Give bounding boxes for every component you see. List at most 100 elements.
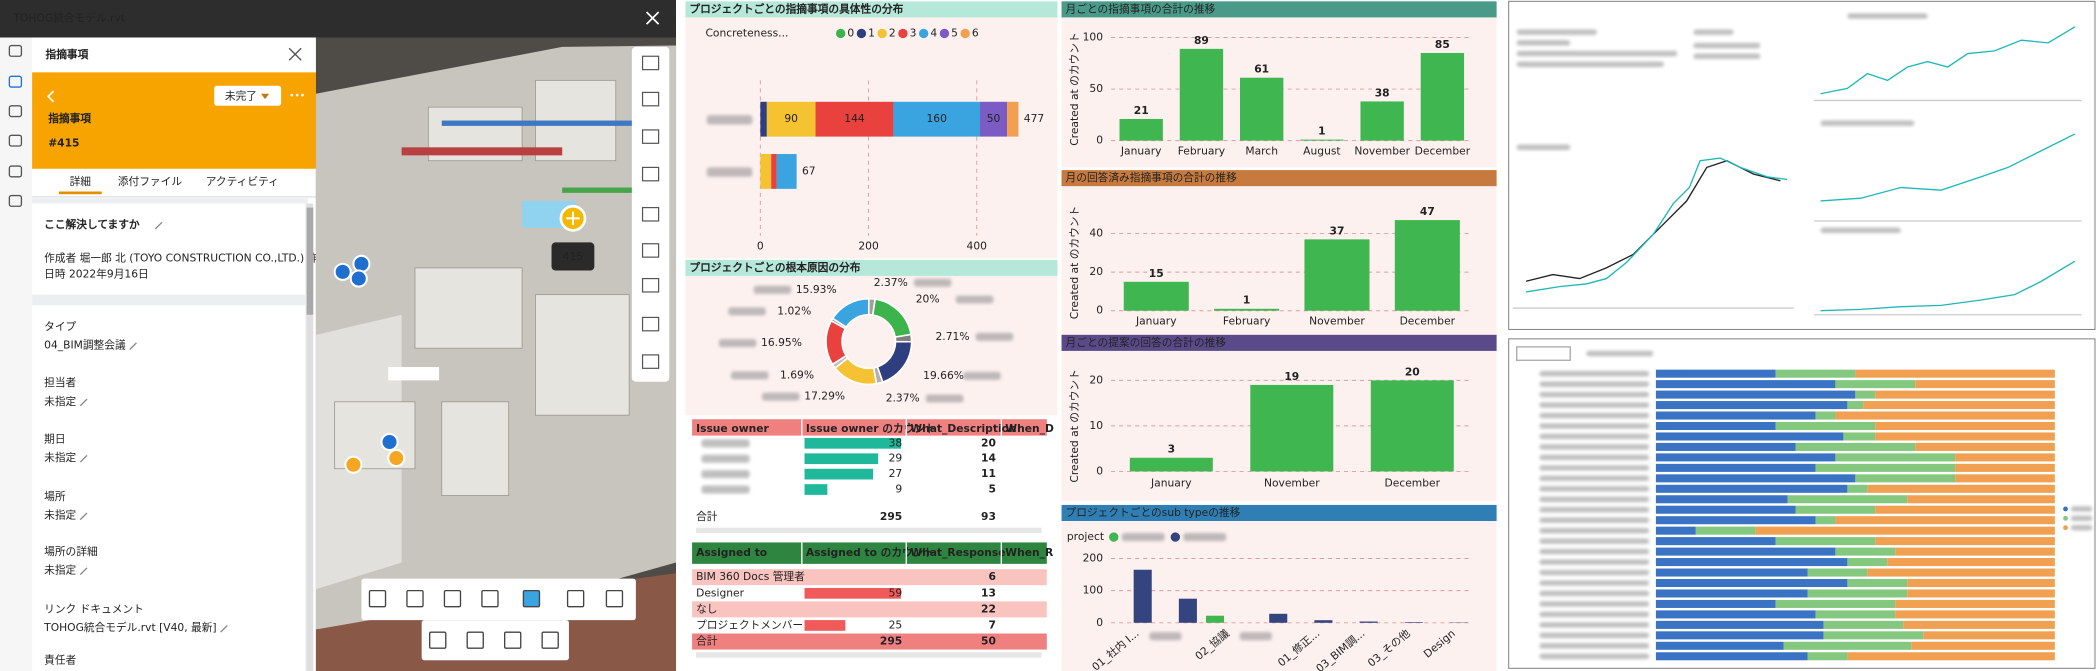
bar-segment	[1807, 652, 1848, 661]
total-label: 477	[1024, 112, 1044, 125]
tool-icon[interactable]	[8, 165, 23, 178]
chart-panel	[685, 17, 1058, 259]
bar-segment	[1855, 390, 1876, 399]
bar-segment	[1655, 620, 1824, 629]
bar-segment	[1787, 495, 1908, 504]
markup-tool[interactable]	[641, 354, 660, 369]
tool-icon[interactable]	[8, 75, 23, 88]
blurred-text	[1539, 527, 1650, 534]
blurred-text	[701, 454, 750, 463]
blurred-text	[1539, 559, 1650, 565]
chart-title-bar	[1061, 1, 1497, 18]
markup-tool[interactable]	[641, 129, 660, 144]
blurred-text	[1539, 538, 1650, 544]
markup-tool[interactable]	[641, 166, 660, 182]
nav-tool[interactable]	[368, 589, 387, 608]
x-tick-label: December	[1400, 314, 1456, 327]
nav-tool[interactable]	[429, 631, 447, 649]
table-cell: 9	[895, 483, 902, 496]
nav-tool[interactable]	[566, 589, 585, 608]
issue-pin[interactable]	[352, 254, 371, 273]
nav-tool[interactable]	[504, 631, 522, 649]
table-cell: 29	[889, 452, 903, 465]
bar-segment	[1655, 505, 1796, 514]
bar-segment	[1655, 547, 1836, 556]
markup-tool[interactable]	[641, 277, 660, 293]
blurred-text	[975, 332, 1014, 341]
bar-segment	[1823, 631, 1924, 640]
model-room	[414, 267, 523, 349]
issue-pin[interactable]	[387, 449, 406, 468]
blurred-text	[1539, 412, 1650, 419]
blurred-text	[925, 394, 964, 403]
data-label: 2.37%	[886, 392, 920, 405]
bar-segment	[1863, 401, 2055, 410]
nav-tool[interactable]	[541, 631, 559, 649]
issue-pin[interactable]	[349, 269, 368, 288]
bar	[1205, 615, 1225, 623]
bar-segment	[1907, 578, 2055, 588]
x-tick-label: February	[1178, 144, 1226, 157]
markup-tool[interactable]	[641, 206, 660, 222]
issue-pin[interactable]	[333, 262, 352, 281]
field-value: 未指定	[44, 395, 76, 408]
issue-pin[interactable]	[380, 432, 399, 452]
tool-icon[interactable]	[8, 134, 23, 147]
report-panel	[1508, 338, 2096, 669]
bar-segment	[1655, 484, 1848, 493]
issue-pin[interactable]	[344, 455, 363, 474]
data-label: 47	[1420, 205, 1435, 218]
back-icon[interactable]	[46, 90, 55, 103]
chart-title: 月ごとの指摘事項の合計の推移	[1066, 2, 1216, 15]
bar-segment	[771, 154, 777, 189]
bar-segment	[815, 101, 894, 137]
bar-segment	[1655, 474, 1856, 483]
blurred-text	[1539, 381, 1650, 387]
bar-segment	[980, 101, 1008, 137]
blurred-text	[1693, 53, 1761, 59]
blurred-text	[1539, 370, 1650, 377]
y-tick-label: 100	[1083, 30, 1104, 43]
markup-tool[interactable]	[641, 243, 660, 258]
legend-title: Concreteness...	[705, 26, 788, 39]
edit-icon	[79, 454, 88, 463]
bar-segment	[760, 154, 772, 189]
legend-label: 0	[847, 26, 854, 39]
bar-segment	[1655, 463, 1816, 472]
y-tick-label: 40	[1089, 227, 1103, 240]
tab[interactable]: 添付ファイル	[118, 175, 182, 188]
x-tick-label: August	[1303, 144, 1340, 157]
bar-segment	[1815, 516, 1836, 525]
blurred-text	[728, 307, 766, 316]
column-header: What_Response	[910, 546, 1005, 559]
nav-tool[interactable]	[481, 589, 499, 608]
blurred-text	[706, 115, 753, 125]
tab[interactable]: アクティビティ	[206, 175, 279, 188]
nav-tool[interactable]	[406, 589, 424, 608]
markup-tool[interactable]	[641, 55, 660, 71]
nav-tool[interactable]	[443, 589, 462, 608]
tool-icon[interactable]	[8, 44, 23, 57]
blurred-text	[1539, 454, 1650, 461]
edit-icon	[79, 567, 88, 576]
bar-segment	[1807, 589, 1908, 598]
data-label: 20%	[916, 293, 940, 306]
nav-tool[interactable]	[466, 631, 484, 649]
markup-tool[interactable]	[641, 91, 660, 107]
blurred-text	[1539, 486, 1650, 492]
bar-segment	[1855, 474, 1956, 483]
status-button[interactable]	[214, 85, 282, 106]
blurred-text	[1149, 632, 1182, 641]
bar-segment	[1655, 589, 1808, 598]
blurred-text	[1539, 423, 1650, 429]
tool-icon[interactable]	[8, 194, 23, 207]
nav-tool[interactable]	[605, 589, 624, 608]
tool-icon[interactable]	[8, 105, 23, 118]
nav-tool[interactable]	[522, 589, 541, 608]
markup-tool[interactable]	[641, 316, 660, 332]
blurred-text	[2070, 525, 2093, 531]
bar-segment	[1655, 453, 1836, 462]
y-tick-label: 0	[1096, 616, 1103, 629]
tab[interactable]: 詳細	[70, 175, 91, 188]
